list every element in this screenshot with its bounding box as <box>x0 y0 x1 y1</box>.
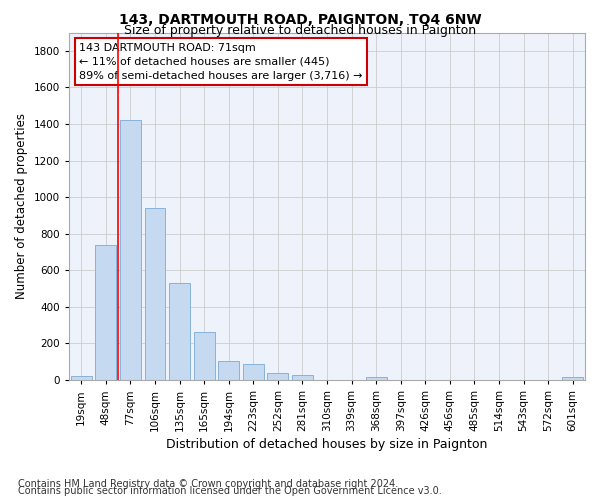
Text: 143 DARTMOUTH ROAD: 71sqm
← 11% of detached houses are smaller (445)
89% of semi: 143 DARTMOUTH ROAD: 71sqm ← 11% of detac… <box>79 43 363 81</box>
Bar <box>268 373 289 380</box>
Bar <box>71 376 92 380</box>
Text: Contains public sector information licensed under the Open Government Licence v3: Contains public sector information licen… <box>18 486 442 496</box>
Bar <box>218 361 239 380</box>
Bar <box>145 208 166 380</box>
Bar <box>169 283 190 380</box>
Bar <box>562 378 583 380</box>
X-axis label: Distribution of detached houses by size in Paignton: Distribution of detached houses by size … <box>166 438 488 451</box>
Bar <box>194 332 215 380</box>
Bar <box>292 375 313 380</box>
Bar <box>95 244 116 380</box>
Text: 143, DARTMOUTH ROAD, PAIGNTON, TQ4 6NW: 143, DARTMOUTH ROAD, PAIGNTON, TQ4 6NW <box>119 12 481 26</box>
Text: Size of property relative to detached houses in Paignton: Size of property relative to detached ho… <box>124 24 476 37</box>
Bar <box>365 378 386 380</box>
Bar <box>243 364 264 380</box>
Text: Contains HM Land Registry data © Crown copyright and database right 2024.: Contains HM Land Registry data © Crown c… <box>18 479 398 489</box>
Y-axis label: Number of detached properties: Number of detached properties <box>15 114 28 299</box>
Bar <box>120 120 141 380</box>
